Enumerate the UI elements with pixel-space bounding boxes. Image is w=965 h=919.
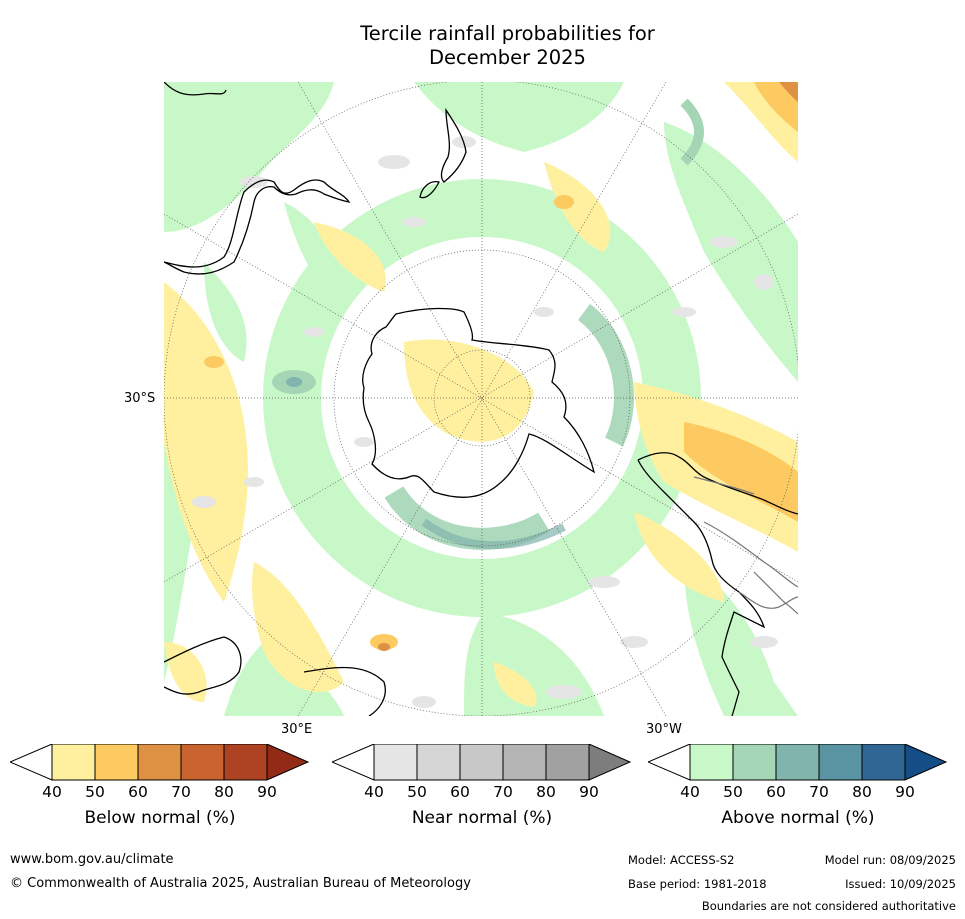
copyright-text: © Commonwealth of Australia 2025, Austra… [10, 876, 471, 891]
above-normal-label: Above normal (%) [721, 808, 875, 828]
graticule [164, 82, 798, 716]
above-normal-ticks: 40 50 60 70 80 90 [648, 783, 948, 801]
title-line-1: Tercile rainfall probabilities for [360, 22, 655, 45]
longitude-label-30e: 30°E [281, 722, 313, 737]
below-normal-50-patches [204, 82, 798, 650]
above-tick: 60 [766, 783, 786, 801]
disclaimer-text: Boundaries are not considered authoritat… [701, 899, 956, 913]
issued-text: Issued: 10/09/2025 [845, 877, 956, 891]
above-tick: 80 [852, 783, 872, 801]
above-tick: 90 [895, 783, 915, 801]
near-tick: 60 [450, 783, 470, 801]
near-tick: 40 [364, 783, 384, 801]
below-tick: 70 [171, 783, 191, 801]
below-tick: 60 [128, 783, 148, 801]
below-normal-label: Below normal (%) [84, 808, 236, 828]
near-normal-colorbar [332, 744, 632, 781]
latitude-label: 30°S [124, 391, 156, 406]
above-tick: 70 [809, 783, 829, 801]
above-tick: 50 [723, 783, 743, 801]
near-normal-label: Near normal (%) [411, 808, 553, 828]
southern-hemisphere-map [164, 82, 798, 716]
title-line-2: December 2025 [429, 46, 586, 69]
website-link[interactable]: www.bom.gov.au/climate [10, 852, 174, 867]
near-tick: 80 [536, 783, 556, 801]
near-tick: 90 [579, 783, 599, 801]
chart-title: Tercile rainfall probabilities for Decem… [300, 22, 715, 70]
near-normal-ticks: 40 50 60 70 80 90 [332, 783, 632, 801]
model-text: Model: ACCESS-S2 [628, 853, 735, 867]
near-tick: 50 [407, 783, 427, 801]
longitude-label-30w: 30°W [646, 722, 682, 737]
near-tick: 70 [493, 783, 513, 801]
country-borders [693, 476, 798, 615]
above-tick: 40 [680, 783, 700, 801]
coastlines [164, 82, 798, 716]
above-normal-colorbar [648, 744, 948, 781]
below-tick: 40 [42, 783, 62, 801]
near-normal-field [192, 136, 778, 708]
below-normal-colorbar [10, 744, 310, 781]
below-tick: 50 [85, 783, 105, 801]
below-tick: 80 [214, 783, 234, 801]
below-normal-ticks: 40 50 60 70 80 90 [10, 783, 310, 801]
model-run-text: Model run: 08/09/2025 [824, 853, 956, 867]
base-period-text: Base period: 1981-2018 [628, 877, 767, 891]
below-tick: 90 [257, 783, 277, 801]
